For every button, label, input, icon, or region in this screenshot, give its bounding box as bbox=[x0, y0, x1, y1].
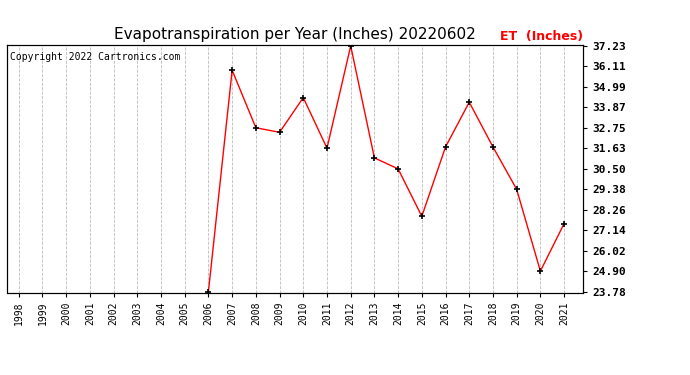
Text: ET  (Inches): ET (Inches) bbox=[500, 30, 583, 42]
Title: Evapotranspiration per Year (Inches) 20220602: Evapotranspiration per Year (Inches) 202… bbox=[114, 27, 476, 42]
Text: Copyright 2022 Cartronics.com: Copyright 2022 Cartronics.com bbox=[10, 53, 180, 62]
